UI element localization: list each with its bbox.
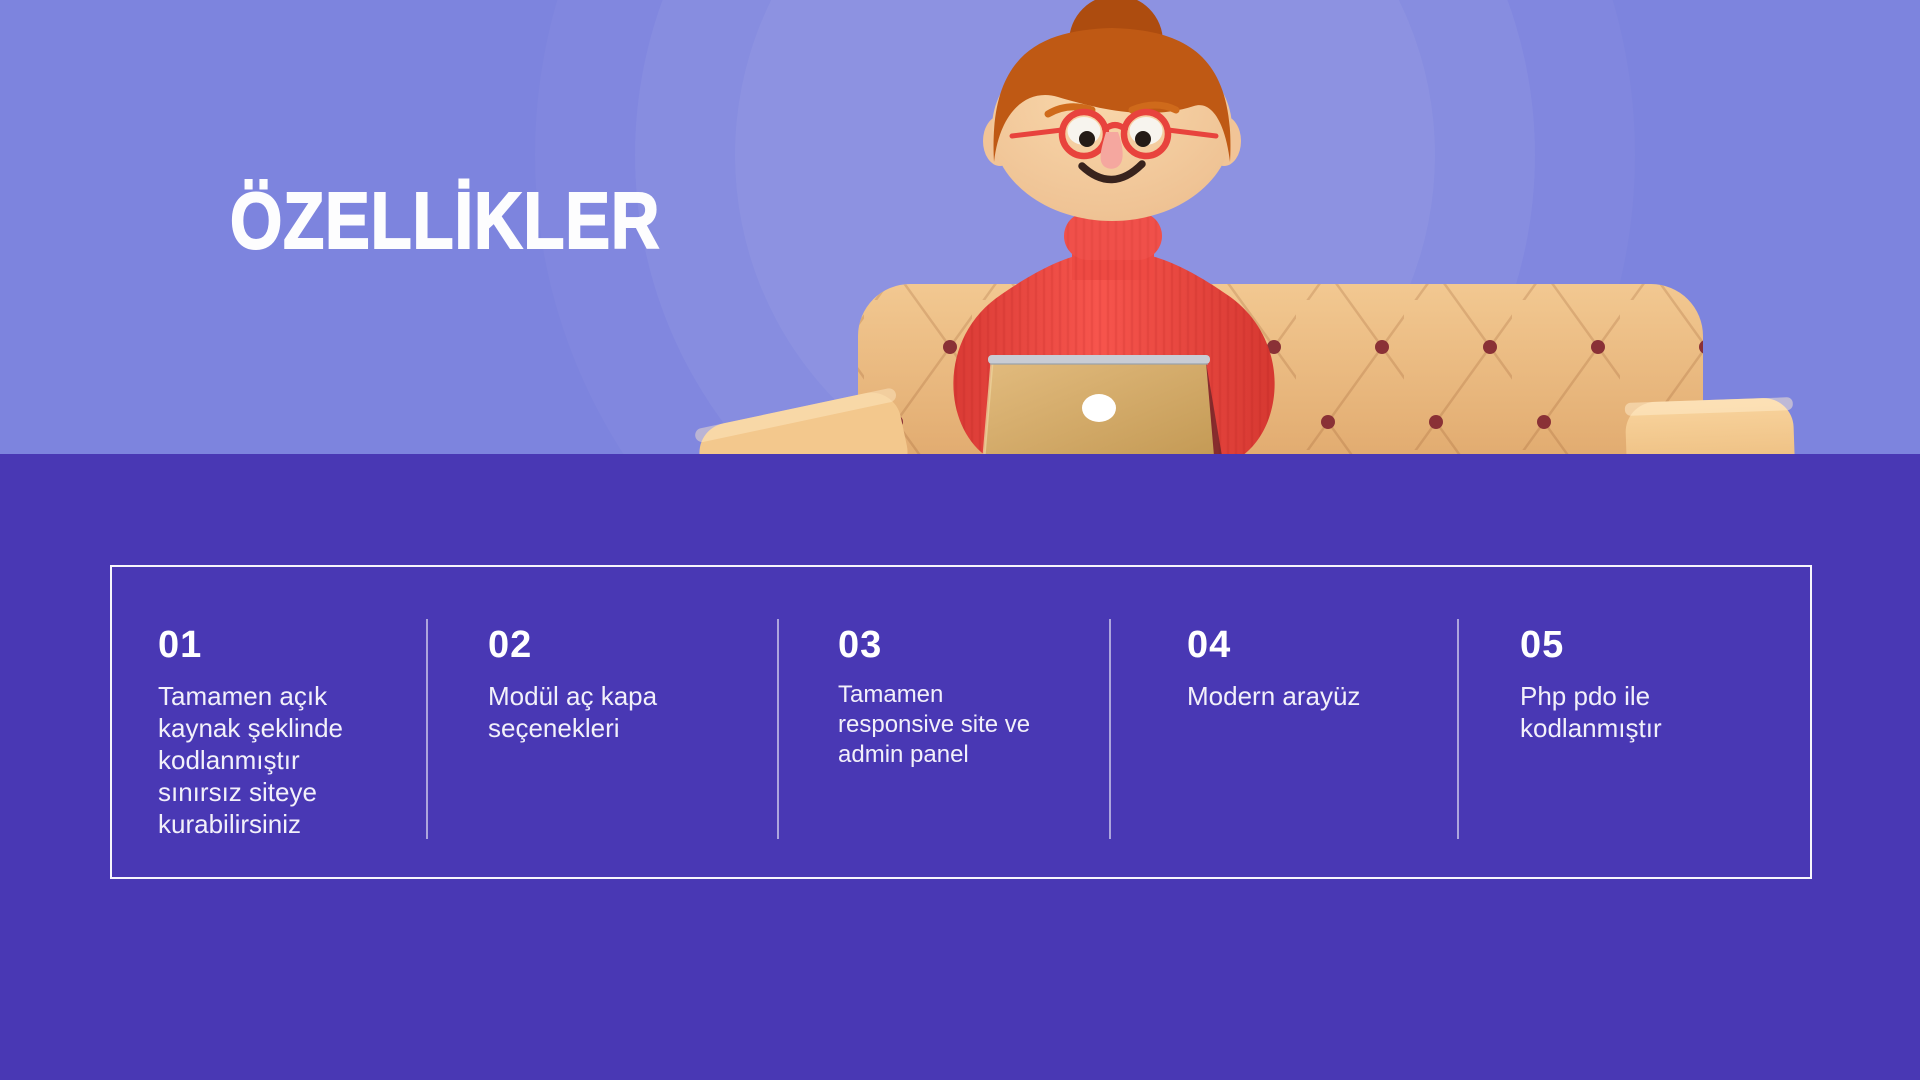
hero-section: ÖZELLİKLER [0,0,1920,455]
couch-right-armrest [1624,397,1795,455]
eyes [1067,117,1163,147]
mouth [1078,160,1146,184]
nose [1100,132,1123,169]
feature-text: Tamamen responsive site ve admin panel [838,681,1031,768]
character-on-couch-illustration [635,0,1795,455]
feature-item-02: 02 Modül aç kapa seçenekleri [488,623,728,744]
feature-item-05: 05 Php pdo ile kodlanmıştır [1520,623,1760,744]
features-box: 01 Tamamen açık kaynak şeklinde kodlanmı… [110,565,1812,879]
laptop [982,355,1222,455]
feature-text: Modern arayüz [1187,681,1361,711]
laptop-logo [1082,394,1116,422]
column-divider [777,619,779,839]
feature-text: Modül aç kapa seçenekleri [488,681,658,743]
column-divider [1109,619,1111,839]
feature-number: 04 [1187,624,1232,666]
feature-item-03: 03 Tamamen responsive site ve admin pane… [838,623,1078,770]
feature-item-01: 01 Tamamen açık kaynak şeklinde kodlanmı… [158,623,398,840]
feature-number: 01 [158,624,203,666]
eyebrows [1044,101,1180,118]
feature-number: 02 [488,624,533,666]
column-divider [426,619,428,839]
features-section: 01 Tamamen açık kaynak şeklinde kodlanmı… [0,454,1920,1080]
hair [993,28,1231,162]
page-title: ÖZELLİKLER [229,176,661,265]
couch-left-armrest [695,388,908,455]
feature-item-04: 04 Modern arayüz [1187,623,1427,712]
feature-number: 03 [838,624,883,666]
feature-text: Tamamen açık kaynak şeklinde kodlanmıştı… [158,681,343,839]
feature-number: 05 [1520,624,1565,666]
feature-text: Php pdo ile kodlanmıştır [1520,681,1662,743]
column-divider [1457,619,1459,839]
